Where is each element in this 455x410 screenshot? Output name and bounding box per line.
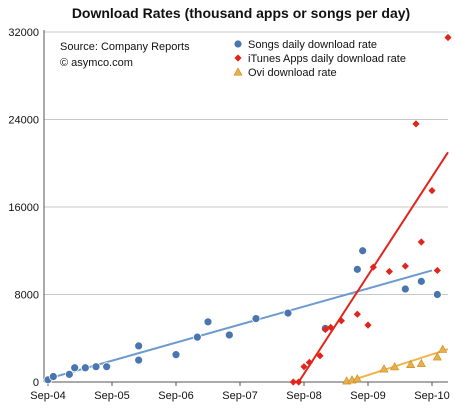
y-tick-labels: 0 8000 16000 24000 32000	[8, 27, 39, 389]
legend-marker-1	[234, 54, 242, 62]
legend: Songs daily download rate iTunes Apps dai…	[233, 39, 406, 79]
data-points	[43, 33, 452, 386]
x-tick-labels: Sep-04 Sep-05 Sep-06 Sep-07 Sep-08 Sep-09 Sep-…	[30, 390, 449, 402]
data-point-series-0	[192, 332, 202, 342]
data-point-series-0	[48, 372, 58, 381]
data-point-series-1	[305, 358, 313, 366]
x-tick-label: Sep-08	[286, 390, 321, 402]
data-point-series-0	[400, 284, 410, 294]
trend-line-series-2	[346, 348, 449, 383]
data-point-series-0	[251, 314, 261, 323]
data-point-series-1	[353, 310, 361, 318]
data-point-series-1	[433, 266, 441, 275]
data-point-series-1	[412, 120, 420, 128]
data-point-series-0	[70, 363, 80, 373]
x-tick-label: Sep-09	[350, 390, 385, 402]
data-point-series-1	[369, 263, 377, 271]
trend-lines	[47, 151, 449, 383]
copyright-note: © asymco.com	[60, 57, 133, 69]
data-point-series-1	[444, 33, 452, 42]
x-tick-label: Sep-06	[158, 390, 193, 402]
grid-lines	[44, 31, 448, 295]
data-point-series-1	[316, 352, 324, 360]
data-point-series-1	[364, 321, 372, 329]
data-point-series-1	[417, 238, 425, 246]
data-point-series-0	[102, 362, 112, 372]
data-point-series-0	[171, 350, 181, 360]
x-tick-label: Sep-05	[94, 390, 129, 402]
data-point-series-1	[295, 378, 303, 386]
data-point-series-0	[432, 290, 442, 299]
y-tick-label: 32000	[8, 27, 39, 39]
data-point-series-0	[416, 276, 426, 286]
data-point-series-0	[283, 308, 293, 318]
legend-marker-0	[233, 39, 243, 49]
legend-label-1: iTunes Apps daily download rate	[248, 53, 406, 65]
x-tick-label: Sep-04	[30, 390, 65, 402]
data-point-series-0	[224, 330, 234, 340]
data-point-series-0	[80, 363, 90, 373]
data-point-series-2	[438, 344, 448, 353]
trend-line-series-0	[47, 269, 433, 380]
data-point-series-1	[428, 186, 436, 195]
x-tick-label: Sep-10	[414, 390, 449, 402]
y-tick-label: 24000	[8, 115, 39, 127]
data-point-series-2	[390, 362, 400, 371]
data-point-series-1	[321, 325, 329, 334]
x-tick-label: Sep-07	[222, 390, 257, 402]
data-point-series-1	[289, 378, 297, 386]
y-tick-label: 16000	[8, 202, 39, 214]
data-point-series-1	[300, 363, 308, 371]
source-note: Source: Company Reports	[60, 41, 190, 53]
y-tick-label: 8000	[15, 290, 39, 302]
data-point-series-1	[327, 323, 335, 331]
data-point-series-2	[379, 364, 389, 373]
data-point-series-0	[352, 264, 362, 274]
data-point-series-2	[406, 359, 416, 369]
legend-label-0: Songs daily download rate	[248, 39, 377, 51]
data-point-series-0	[203, 317, 213, 327]
y-tick-label: 0	[33, 377, 39, 389]
data-point-series-1	[337, 317, 345, 325]
data-point-series-0	[134, 341, 144, 351]
chart-title: Download Rates (thousand apps or songs p…	[72, 5, 410, 21]
axes	[43, 30, 448, 386]
data-point-series-0	[358, 246, 368, 256]
data-point-series-2	[416, 358, 426, 367]
data-point-series-0	[91, 362, 101, 372]
data-point-series-0	[64, 369, 74, 379]
data-point-series-0	[134, 355, 144, 365]
legend-label-2: Ovi download rate	[248, 67, 337, 79]
legend-marker-2	[233, 67, 243, 76]
data-point-series-1	[385, 267, 393, 276]
data-point-series-1	[401, 262, 409, 270]
data-point-series-2	[352, 374, 362, 383]
data-point-series-2	[432, 352, 442, 361]
